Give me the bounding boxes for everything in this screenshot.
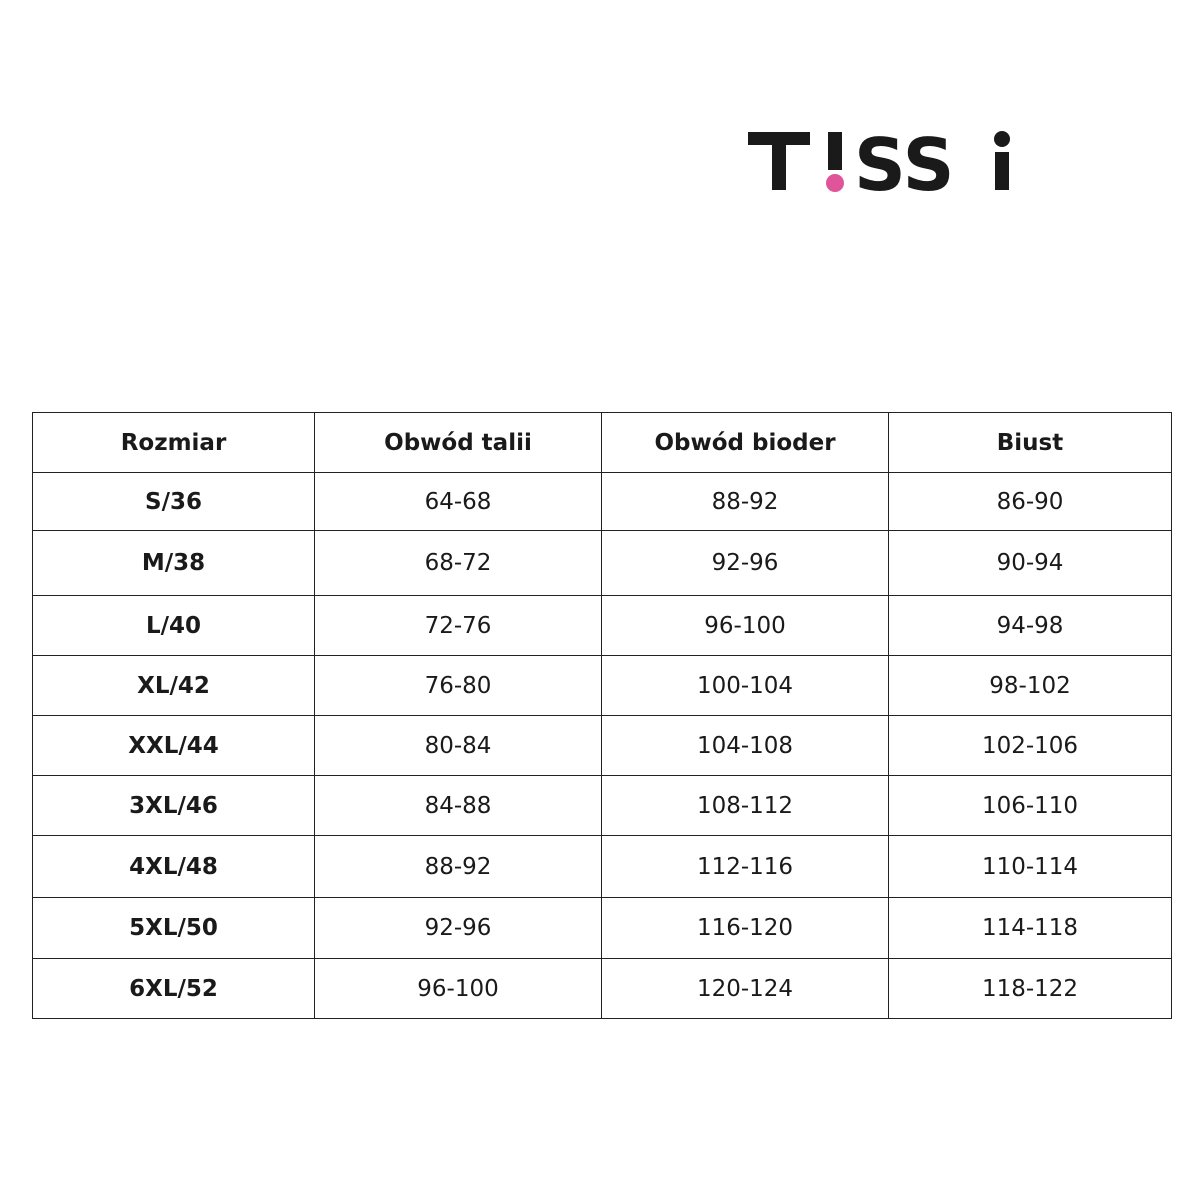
cell-size: 6XL/52: [32, 958, 315, 1019]
tissi-logo-graphic: SS: [748, 123, 1010, 207]
header-bust: Biust: [888, 412, 1172, 473]
cell-waist: 64-68: [314, 472, 602, 531]
cell-size: M/38: [32, 530, 315, 596]
cell-waist: 80-84: [314, 715, 602, 776]
cell-bust: 106-110: [888, 775, 1172, 836]
table-row: 6XL/52 96-100 120-124 118-122: [32, 958, 1172, 1019]
table-header-row: Rozmiar Obwód talii Obwód bioder Biust: [32, 412, 1172, 473]
table-row: XXL/44 80-84 104-108 102-106: [32, 715, 1172, 776]
cell-size: S/36: [32, 472, 315, 531]
cell-hips: 100-104: [601, 655, 889, 716]
table-row: 3XL/46 84-88 108-112 106-110: [32, 775, 1172, 836]
cell-size: 4XL/48: [32, 835, 315, 898]
cell-bust: 110-114: [888, 835, 1172, 898]
cell-bust: 102-106: [888, 715, 1172, 776]
cell-waist: 88-92: [314, 835, 602, 898]
header-hips: Obwód bioder: [601, 412, 889, 473]
table-row: S/36 64-68 88-92 86-90: [32, 472, 1172, 531]
cell-waist: 72-76: [314, 595, 602, 656]
cell-hips: 88-92: [601, 472, 889, 531]
cell-hips: 120-124: [601, 958, 889, 1019]
pink-dot: [826, 174, 844, 192]
table-row: 5XL/50 92-96 116-120 114-118: [32, 897, 1172, 959]
cell-waist: 84-88: [314, 775, 602, 836]
cell-hips: 112-116: [601, 835, 889, 898]
cell-hips: 92-96: [601, 530, 889, 596]
svg-text:SS: SS: [854, 123, 954, 196]
table-row: 4XL/48 88-92 112-116 110-114: [32, 835, 1172, 898]
table-row: XL/42 76-80 100-104 98-102: [32, 655, 1172, 716]
cell-bust: 98-102: [888, 655, 1172, 716]
cell-hips: 108-112: [601, 775, 889, 836]
cell-hips: 116-120: [601, 897, 889, 959]
cell-size: 5XL/50: [32, 897, 315, 959]
cell-hips: 96-100: [601, 595, 889, 656]
cell-bust: 86-90: [888, 472, 1172, 531]
table-row: M/38 68-72 92-96 90-94: [32, 530, 1172, 596]
cell-waist: 96-100: [314, 958, 602, 1019]
cell-bust: 90-94: [888, 530, 1172, 596]
cell-bust: 118-122: [888, 958, 1172, 1019]
cell-waist: 92-96: [314, 897, 602, 959]
cell-size: XXL/44: [32, 715, 315, 776]
cell-bust: 114-118: [888, 897, 1172, 959]
cell-hips: 104-108: [601, 715, 889, 776]
header-waist: Obwód talii: [314, 412, 602, 473]
cell-waist: 76-80: [314, 655, 602, 716]
cell-size: XL/42: [32, 655, 315, 716]
size-chart-table: Rozmiar Obwód talii Obwód bioder Biust S…: [32, 412, 1172, 1019]
brand-logo: SS: [748, 122, 1018, 207]
cell-waist: 68-72: [314, 530, 602, 596]
table-row: L/40 72-76 96-100 94-98: [32, 595, 1172, 656]
cell-size: L/40: [32, 595, 315, 656]
cell-size: 3XL/46: [32, 775, 315, 836]
header-size: Rozmiar: [32, 412, 315, 473]
cell-bust: 94-98: [888, 595, 1172, 656]
